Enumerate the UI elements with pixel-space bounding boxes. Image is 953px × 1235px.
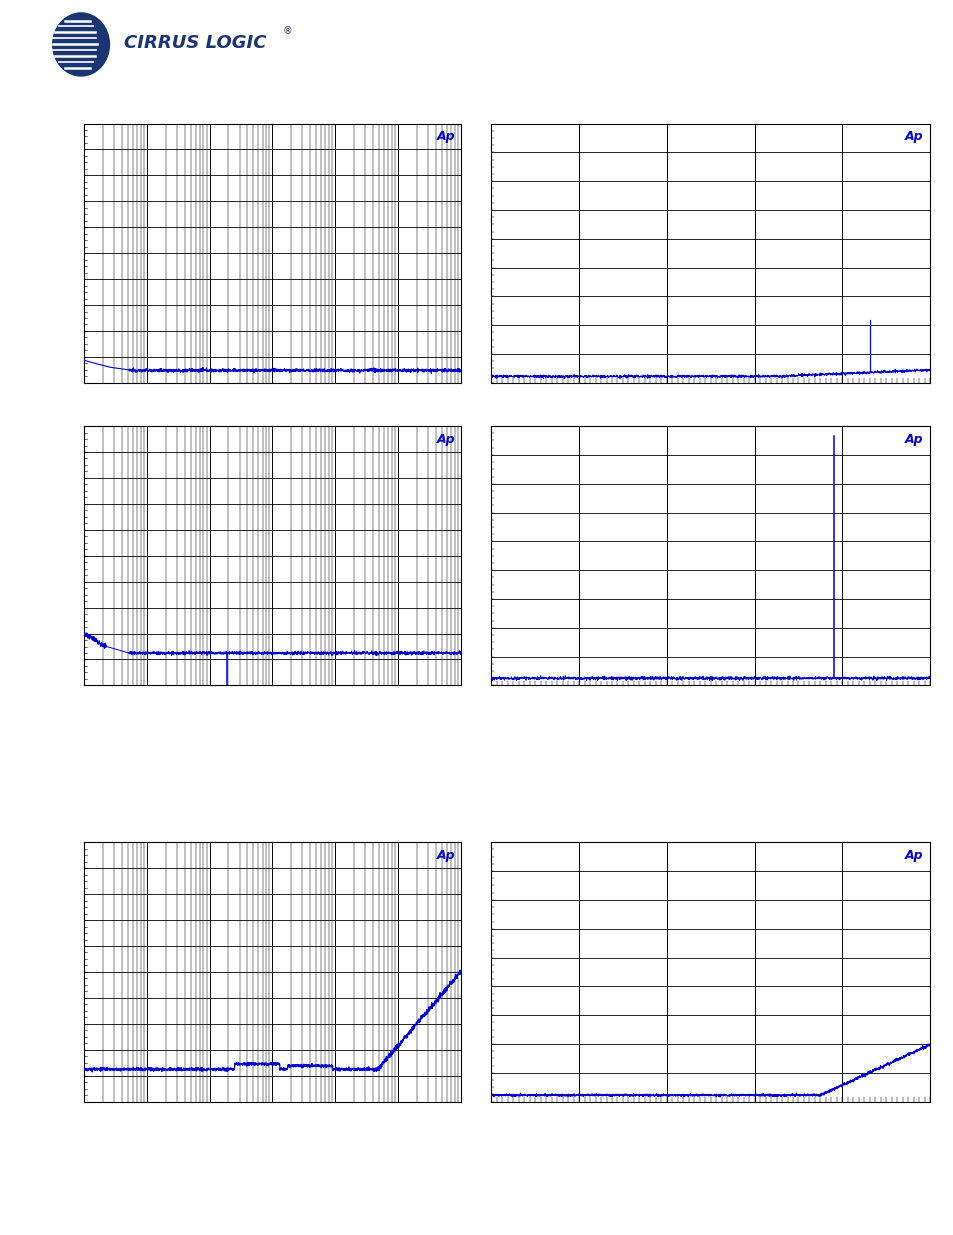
Text: Ap: Ap	[436, 130, 455, 143]
Ellipse shape	[52, 12, 110, 77]
Text: Ap: Ap	[436, 848, 455, 862]
Text: CIRRUS LOGIC: CIRRUS LOGIC	[124, 35, 267, 52]
Text: Ap: Ap	[436, 432, 455, 446]
Text: Ap: Ap	[904, 432, 923, 446]
Text: Ap: Ap	[904, 848, 923, 862]
Text: ®: ®	[283, 27, 293, 37]
Text: Ap: Ap	[904, 130, 923, 143]
